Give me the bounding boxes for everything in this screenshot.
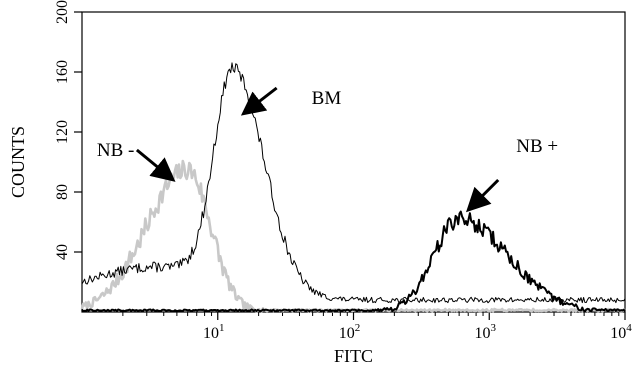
y-axis-label: COUNTS [8, 126, 28, 198]
y-tick-label: 200 [54, 0, 71, 24]
annotation-arrow [135, 148, 176, 182]
x-tick-label: 103 [475, 322, 497, 342]
y-tick-label: 160 [54, 60, 71, 84]
axes: 101 102 103 104 40 80 120 160 200 FITC COUNTS [8, 0, 632, 366]
x-axis-label: FITC [334, 346, 373, 366]
series-line-nb [80, 159, 626, 313]
annotation-label: BM [312, 88, 342, 109]
y-tick-label: 120 [54, 120, 71, 144]
series-line-bm [81, 62, 626, 304]
annotation-layer: BM NB - NB + [97, 86, 558, 213]
y-tick-label: 80 [54, 184, 71, 200]
x-tick-label: 102 [339, 322, 361, 342]
series-layer [80, 62, 626, 313]
series-line-nb [81, 210, 626, 313]
x-tick-label: 101 [203, 322, 225, 342]
x-tick-label: 104 [610, 322, 632, 342]
annotation-label: NB + [516, 136, 558, 157]
y-tick-label: 40 [54, 244, 71, 260]
annotation-arrow [465, 178, 500, 213]
annotation-arrow [240, 86, 278, 116]
annotation-label: NB - [97, 140, 134, 161]
